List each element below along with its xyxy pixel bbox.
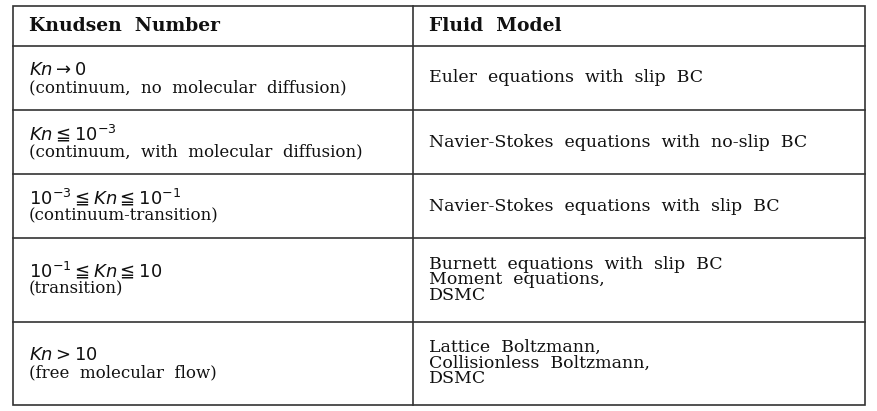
Text: $Kn\rightarrow 0$: $Kn\rightarrow 0$	[29, 60, 86, 79]
Text: $10^{-1} \leqq Kn \leqq 10$: $10^{-1} \leqq Kn \leqq 10$	[29, 261, 162, 282]
Text: Euler  equations  with  slip  BC: Euler equations with slip BC	[429, 69, 702, 86]
Text: Burnett  equations  with  slip  BC: Burnett equations with slip BC	[429, 256, 722, 273]
Text: (continuum,  no  molecular  diffusion): (continuum, no molecular diffusion)	[29, 79, 346, 96]
Text: Navier-Stokes  equations  with  no-slip  BC: Navier-Stokes equations with no-slip BC	[429, 134, 807, 150]
Text: $10^{-3} \leqq Kn \leqq 10^{-1}$: $10^{-3} \leqq Kn \leqq 10^{-1}$	[29, 187, 181, 208]
Text: Moment  equations,: Moment equations,	[429, 271, 604, 289]
Text: DSMC: DSMC	[429, 370, 486, 387]
Text: (free  molecular  flow): (free molecular flow)	[29, 364, 217, 381]
Text: DSMC: DSMC	[429, 287, 486, 304]
Text: $Kn \leqq 10^{-3}$: $Kn \leqq 10^{-3}$	[29, 123, 117, 144]
Text: Navier-Stokes  equations  with  slip  BC: Navier-Stokes equations with slip BC	[429, 198, 779, 215]
Text: Knudsen  Number: Knudsen Number	[29, 17, 220, 35]
Text: (continuum-transition): (continuum-transition)	[29, 207, 218, 224]
Text: (continuum,  with  molecular  diffusion): (continuum, with molecular diffusion)	[29, 143, 362, 160]
Text: Collisionless  Boltzmann,: Collisionless Boltzmann,	[429, 355, 650, 372]
Text: Fluid  Model: Fluid Model	[429, 17, 561, 35]
Text: (transition): (transition)	[29, 281, 124, 298]
Text: Lattice  Boltzmann,: Lattice Boltzmann,	[429, 339, 601, 356]
Text: $Kn > 10$: $Kn > 10$	[29, 346, 97, 364]
